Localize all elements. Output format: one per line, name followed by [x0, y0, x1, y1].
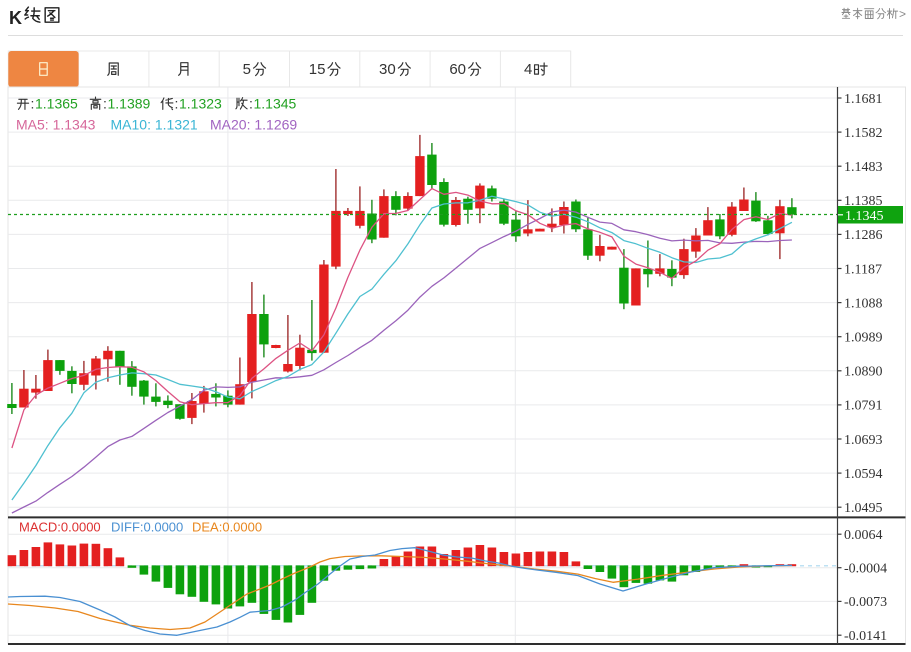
svg-text:1.0693: 1.0693 [844, 433, 883, 448]
svg-text::: : [249, 96, 253, 112]
svg-text:1.0495: 1.0495 [844, 501, 883, 516]
svg-text:K: K [9, 8, 22, 28]
svg-text:1.1582: 1.1582 [844, 126, 883, 141]
svg-text:1.1323: 1.1323 [179, 96, 222, 112]
svg-text:1.1345: 1.1345 [845, 209, 884, 224]
svg-text:DIFF:0.0000: DIFF:0.0000 [111, 520, 183, 535]
svg-text:DEA:0.0000: DEA:0.0000 [192, 520, 262, 535]
svg-text:MA20: 1.1269: MA20: 1.1269 [210, 117, 297, 133]
svg-text:MA5: 1.1343: MA5: 1.1343 [16, 117, 96, 133]
svg-text:MACD:0.0000: MACD:0.0000 [19, 520, 101, 535]
svg-text:4: 4 [524, 61, 532, 78]
svg-text:1.1389: 1.1389 [108, 96, 151, 112]
svg-text:15: 15 [309, 61, 326, 78]
svg-text:1.1385: 1.1385 [844, 194, 883, 209]
svg-text::: : [31, 96, 35, 112]
svg-text:1.1187: 1.1187 [844, 262, 882, 277]
svg-text::: : [175, 96, 179, 112]
svg-text:1.1365: 1.1365 [35, 96, 78, 112]
svg-text:30: 30 [379, 61, 396, 78]
svg-text:1.0594: 1.0594 [844, 467, 883, 482]
svg-text::: : [103, 96, 107, 112]
svg-text:1.0989: 1.0989 [844, 331, 883, 346]
svg-text:>: > [899, 7, 906, 21]
svg-text:MA10: 1.1321: MA10: 1.1321 [111, 117, 198, 133]
svg-text:1.1088: 1.1088 [844, 296, 883, 311]
svg-text:1.0791: 1.0791 [844, 399, 883, 414]
svg-text:1.1345: 1.1345 [254, 96, 297, 112]
svg-text:-0.0141: -0.0141 [844, 629, 887, 644]
svg-text:5: 5 [243, 61, 251, 78]
svg-text:1.0890: 1.0890 [844, 365, 883, 380]
svg-text:60: 60 [449, 61, 466, 78]
svg-text:-0.0004: -0.0004 [844, 562, 887, 577]
svg-text:0.0064: 0.0064 [844, 528, 883, 543]
svg-text:1.1681: 1.1681 [844, 92, 883, 107]
svg-text:1.1286: 1.1286 [844, 228, 883, 243]
svg-text:1.1483: 1.1483 [844, 160, 883, 175]
svg-text:-0.0073: -0.0073 [844, 595, 887, 610]
